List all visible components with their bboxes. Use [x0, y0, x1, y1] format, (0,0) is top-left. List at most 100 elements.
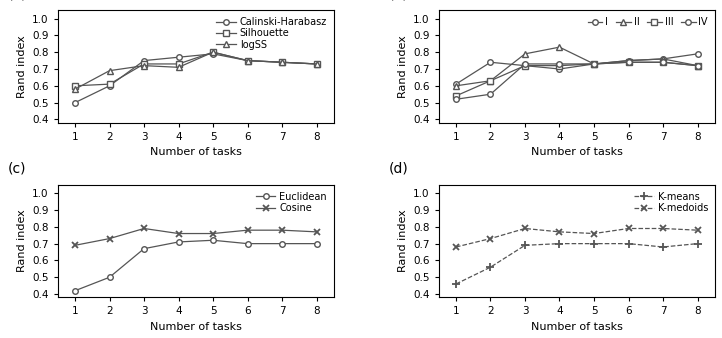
- II: [521, 52, 529, 56]
- IV: [590, 62, 599, 66]
- Calinski-Harabasz: [105, 84, 114, 88]
- III: [555, 64, 564, 68]
- Legend: K-means, K-medoids: K-means, K-medoids: [630, 188, 712, 217]
- K-medoids: [625, 226, 633, 231]
- Text: (a): (a): [8, 0, 27, 1]
- I: [693, 52, 702, 56]
- II: [452, 84, 461, 88]
- Cosine: [312, 230, 321, 234]
- Euclidean: [278, 242, 287, 246]
- II: [555, 45, 564, 49]
- IV: [521, 62, 529, 66]
- K-medoids: [590, 232, 599, 236]
- IV: [452, 97, 461, 101]
- Calinski-Harabasz: [312, 62, 321, 66]
- Silhouette: [209, 50, 217, 54]
- I: [590, 62, 599, 66]
- Line: K-means: K-means: [452, 239, 702, 288]
- K-means: [658, 245, 667, 249]
- III: [590, 62, 599, 66]
- Silhouette: [139, 62, 148, 66]
- K-means: [625, 242, 633, 246]
- Line: III: III: [453, 59, 700, 99]
- logSS: [71, 87, 79, 91]
- Text: (c): (c): [8, 162, 27, 176]
- II: [590, 62, 599, 66]
- Line: Euclidean: Euclidean: [72, 238, 319, 293]
- Silhouette: [174, 62, 183, 66]
- Euclidean: [71, 289, 79, 293]
- Silhouette: [105, 82, 114, 86]
- IV: [658, 60, 667, 64]
- Euclidean: [312, 242, 321, 246]
- logSS: [312, 62, 321, 66]
- Line: Calinski-Harabasz: Calinski-Harabasz: [72, 51, 319, 105]
- IV: [486, 92, 495, 96]
- logSS: [243, 58, 252, 63]
- Line: Silhouette: Silhouette: [72, 49, 319, 89]
- K-medoids: [452, 245, 461, 249]
- Silhouette: [71, 84, 79, 88]
- Calinski-Harabasz: [278, 60, 287, 64]
- Y-axis label: Rand index: Rand index: [398, 35, 408, 98]
- Calinski-Harabasz: [174, 55, 183, 59]
- Line: I: I: [453, 51, 700, 87]
- III: [625, 60, 633, 64]
- Legend: Euclidean, Cosine: Euclidean, Cosine: [252, 188, 331, 217]
- K-means: [452, 282, 461, 286]
- Silhouette: [243, 58, 252, 63]
- Calinski-Harabasz: [139, 58, 148, 63]
- Line: Cosine: Cosine: [71, 225, 320, 249]
- Euclidean: [209, 238, 217, 242]
- I: [486, 60, 495, 64]
- K-medoids: [658, 226, 667, 231]
- Line: K-medoids: K-medoids: [453, 225, 701, 250]
- K-medoids: [521, 226, 529, 231]
- II: [658, 57, 667, 61]
- Y-axis label: Rand index: Rand index: [17, 35, 27, 98]
- IV: [555, 62, 564, 66]
- II: [693, 64, 702, 68]
- Cosine: [139, 226, 148, 231]
- Euclidean: [139, 247, 148, 251]
- Calinski-Harabasz: [209, 52, 217, 56]
- K-means: [590, 242, 599, 246]
- K-means: [693, 242, 702, 246]
- II: [486, 79, 495, 83]
- IV: [693, 64, 702, 68]
- II: [625, 58, 633, 63]
- K-means: [521, 243, 529, 247]
- Calinski-Harabasz: [71, 101, 79, 105]
- III: [693, 64, 702, 68]
- III: [452, 94, 461, 98]
- I: [625, 58, 633, 63]
- K-means: [486, 265, 495, 269]
- X-axis label: Number of tasks: Number of tasks: [531, 322, 622, 332]
- K-means: [555, 242, 564, 246]
- III: [521, 64, 529, 68]
- III: [486, 79, 495, 83]
- Y-axis label: Rand index: Rand index: [17, 210, 27, 272]
- Silhouette: [312, 62, 321, 66]
- Calinski-Harabasz: [243, 58, 252, 63]
- Cosine: [71, 243, 79, 247]
- I: [555, 67, 564, 71]
- I: [452, 82, 461, 86]
- K-medoids: [693, 228, 702, 232]
- Euclidean: [243, 242, 252, 246]
- Silhouette: [278, 60, 287, 64]
- logSS: [278, 60, 287, 64]
- Y-axis label: Rand index: Rand index: [398, 210, 408, 272]
- Cosine: [105, 237, 114, 241]
- Cosine: [174, 232, 183, 236]
- III: [658, 60, 667, 64]
- Cosine: [278, 228, 287, 232]
- Cosine: [243, 228, 252, 232]
- IV: [625, 60, 633, 64]
- K-medoids: [486, 237, 495, 241]
- Legend: I, II, III, IV: I, II, III, IV: [584, 13, 712, 31]
- X-axis label: Number of tasks: Number of tasks: [150, 147, 242, 158]
- X-axis label: Number of tasks: Number of tasks: [531, 147, 622, 158]
- logSS: [139, 64, 148, 68]
- logSS: [174, 65, 183, 69]
